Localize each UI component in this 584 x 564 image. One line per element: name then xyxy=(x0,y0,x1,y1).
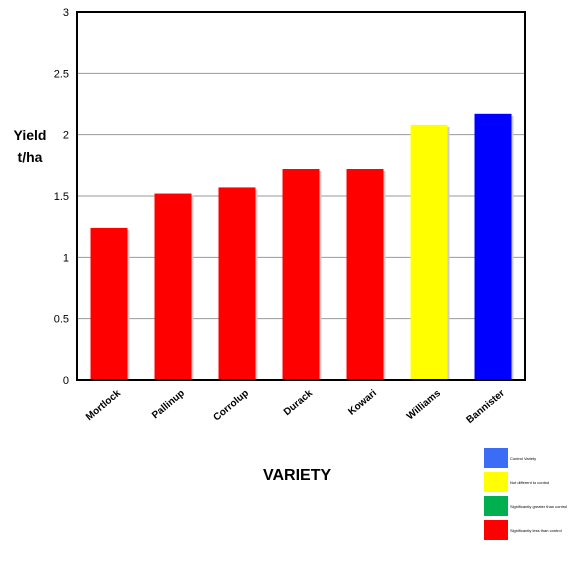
legend: Control Variety Not different to control… xyxy=(484,447,584,543)
y-tick-label: 2.5 xyxy=(54,68,69,80)
legend-label: Significantly less than control xyxy=(510,527,562,533)
x-tick-label: Kowari xyxy=(346,388,379,418)
axes xyxy=(76,11,526,381)
bar xyxy=(346,169,384,380)
legend-label: Control Variety xyxy=(510,455,537,461)
legend-item-less: Significantly less than control xyxy=(484,519,584,541)
y-tick-label: 2 xyxy=(63,130,69,142)
legend-swatch xyxy=(484,520,508,540)
y-axis-title: Yield t/ha xyxy=(8,124,52,168)
y-tick-label: 3 xyxy=(63,7,69,19)
bar xyxy=(282,169,320,380)
x-tick-label: Pallinup xyxy=(150,388,187,421)
legend-label: Significantly greater than control xyxy=(510,503,568,509)
y-tick-label: 1 xyxy=(63,252,69,264)
legend-item-not-different: Not different to control xyxy=(484,471,584,493)
plot-frame xyxy=(76,11,526,381)
legend-item-greater: Significantly greater than control xyxy=(484,495,584,517)
y-tick-label: 0 xyxy=(63,375,69,387)
x-tick-label: Corrolup xyxy=(212,388,251,424)
bar xyxy=(410,124,448,380)
legend-label: Not different to control xyxy=(510,479,550,485)
bar xyxy=(218,187,256,380)
bars xyxy=(90,113,514,381)
y-axis-title-line1: Yield xyxy=(13,127,47,143)
x-tick-labels: Mortlock Pallinup Corrolup Durack Kowari Will… xyxy=(84,388,507,426)
bar xyxy=(90,227,128,380)
y-tick-labels: 0 0.5 1 1.5 2 2.5 3 xyxy=(54,7,69,387)
legend-swatch xyxy=(484,448,508,468)
legend-swatch xyxy=(484,496,508,516)
x-axis-title: VARIETY xyxy=(263,467,332,484)
bar xyxy=(474,113,512,381)
legend-item-control: Control Variety xyxy=(484,447,584,469)
legend-swatch xyxy=(484,472,508,492)
y-tick-label: 1.5 xyxy=(54,191,69,203)
y-tick-label: 0.5 xyxy=(54,314,69,326)
x-tick-label: Mortlock xyxy=(84,388,123,423)
x-tick-label: Durack xyxy=(282,388,315,419)
bar xyxy=(154,193,192,380)
x-tick-label: Bannister xyxy=(465,388,507,426)
y-axis-title-line2: t/ha xyxy=(17,149,43,165)
x-tick-label: Williams xyxy=(405,388,443,423)
